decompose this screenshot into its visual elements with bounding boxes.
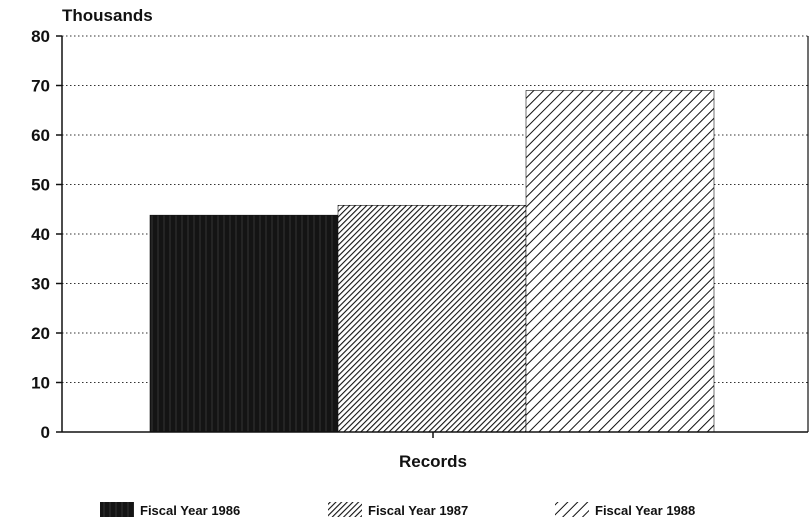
legend-item: Fiscal Year 1986 xyxy=(100,502,240,518)
y-tick-label: 80 xyxy=(31,27,50,46)
bars xyxy=(149,90,715,433)
y-tick-label: 50 xyxy=(31,176,50,195)
y-axis-label: Thousands xyxy=(62,6,153,25)
y-tick-label: 0 xyxy=(41,423,50,442)
y-tick-label: 70 xyxy=(31,77,50,96)
y-tick-label: 20 xyxy=(31,324,50,343)
legend-label: Fiscal Year 1988 xyxy=(595,503,695,518)
bar-fiscal-year-1988 xyxy=(525,90,715,433)
legend-item: Fiscal Year 1987 xyxy=(328,502,468,518)
y-tick-label: 10 xyxy=(31,374,50,393)
legend-swatch xyxy=(555,502,589,517)
bar-fiscal-year-1986 xyxy=(149,214,339,433)
legend-item: Fiscal Year 1988 xyxy=(555,502,695,518)
x-axis-label: Records xyxy=(399,452,467,471)
y-tick-labels: 0 10 20 30 40 50 60 70 80 xyxy=(31,27,62,442)
legend-label: Fiscal Year 1987 xyxy=(368,503,468,518)
bar-fiscal-year-1987 xyxy=(337,204,527,433)
legend-label: Fiscal Year 1986 xyxy=(140,503,240,518)
y-tick-label: 60 xyxy=(31,126,50,145)
legend-swatch xyxy=(100,502,134,517)
y-tick-label: 40 xyxy=(31,225,50,244)
y-tick-label: 30 xyxy=(31,275,50,294)
legend: Fiscal Year 1986 Fiscal Year 1987 Fiscal Y… xyxy=(100,502,695,518)
legend-swatch xyxy=(328,502,362,517)
